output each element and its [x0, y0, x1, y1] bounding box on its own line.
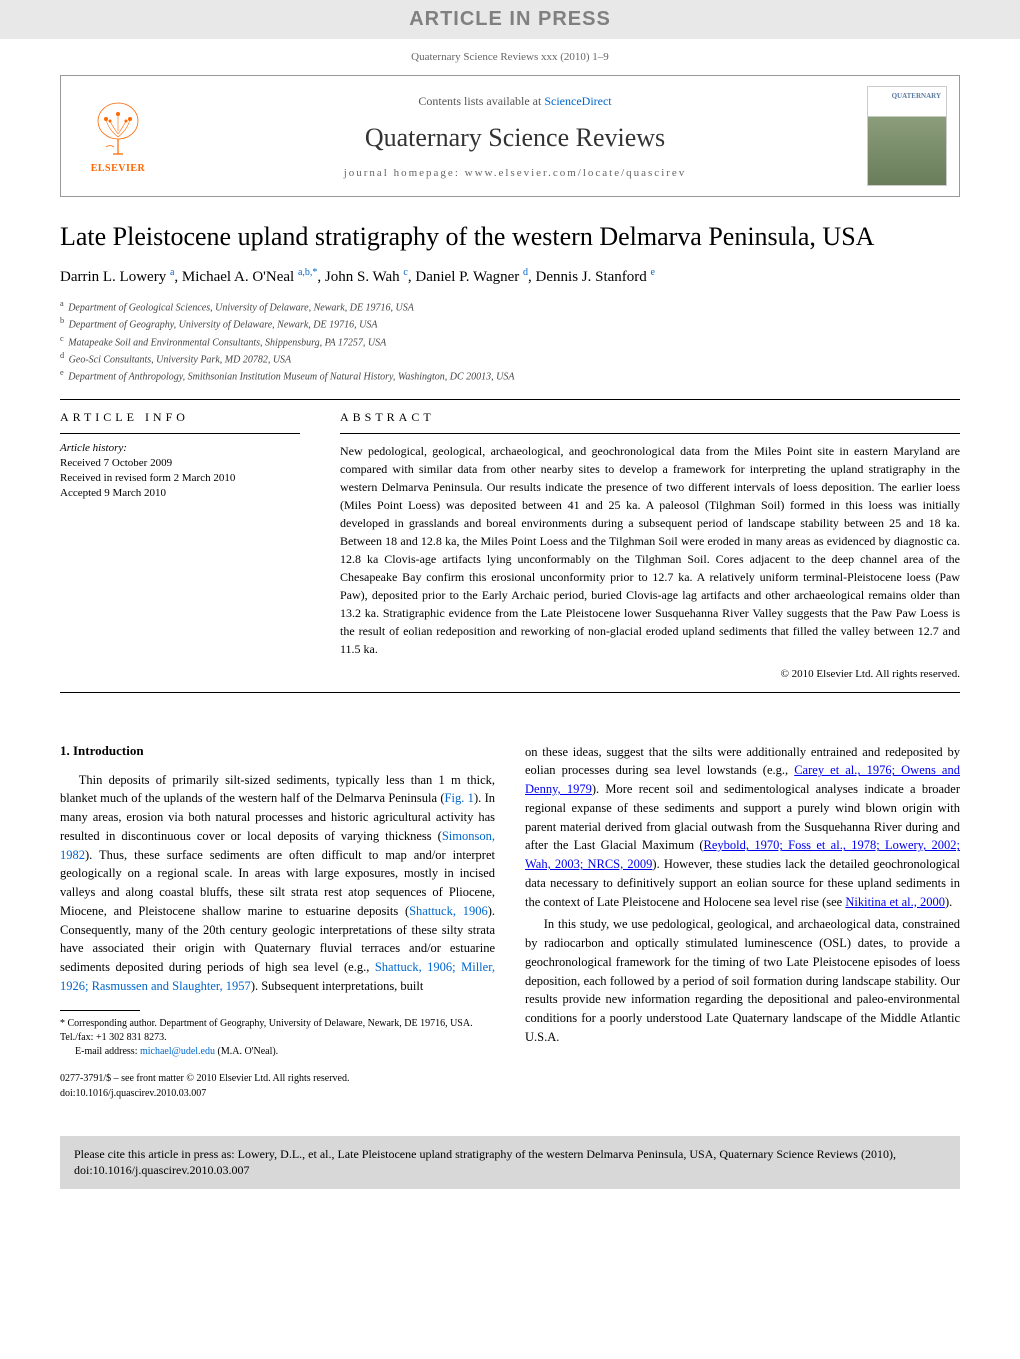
homepage-prefix: journal homepage: — [344, 167, 465, 179]
intro-para-3: In this study, we use pedological, geolo… — [525, 915, 960, 1046]
abstract-rule — [340, 433, 960, 434]
elsevier-label: ELSEVIER — [91, 163, 146, 174]
article-info-column: ARTICLE INFO Article history: Received 7… — [60, 410, 300, 680]
article-title: Late Pleistocene upland stratigraphy of … — [60, 222, 960, 252]
intro-para-2: on these ideas, suggest that the silts w… — [525, 743, 960, 912]
intro-heading: 1. Introduction — [60, 743, 495, 759]
body-columns: 1. Introduction Thin deposits of primari… — [60, 743, 960, 1101]
abstract-column: ABSTRACT New pedological, geological, ar… — [340, 410, 960, 680]
contents-line: Contents lists available at ScienceDirec… — [178, 94, 852, 109]
section-rule-top — [60, 399, 960, 400]
email-label: E-mail address: — [75, 1046, 140, 1057]
cover-thumbnail: QUATERNARY — [867, 86, 947, 186]
affiliations: a Department of Geological Sciences, Uni… — [60, 298, 960, 385]
header-box: ELSEVIER Contents lists available at Sci… — [60, 75, 960, 197]
email-link[interactable]: michael@udel.edu — [140, 1046, 215, 1057]
affiliation-line: b Department of Geography, University of… — [60, 315, 960, 332]
authors-line: Darrin L. Lowery a, Michael A. O'Neal a,… — [60, 267, 960, 286]
homepage-url: www.elsevier.com/locate/quascirev — [465, 167, 687, 179]
doi-line: doi:10.1016/j.quascirev.2010.03.007 — [60, 1086, 495, 1101]
intro-para-1: Thin deposits of primarily silt-sized se… — [60, 771, 495, 996]
history-revised: Received in revised form 2 March 2010 — [60, 471, 300, 486]
homepage-line: journal homepage: www.elsevier.com/locat… — [178, 167, 852, 179]
main-content: Quaternary Science Reviews xxx (2010) 1–… — [0, 39, 1020, 1101]
abstract-text: New pedological, geological, archaeologi… — [340, 442, 960, 658]
affiliation-line: c Matapeake Soil and Environmental Consu… — [60, 333, 960, 350]
abstract-heading: ABSTRACT — [340, 410, 960, 425]
history-label: Article history: — [60, 442, 300, 454]
contents-prefix: Contents lists available at — [418, 94, 544, 108]
journal-meta: Quaternary Science Reviews xxx (2010) 1–… — [60, 39, 960, 67]
sciencedirect-link[interactable]: ScienceDirect — [544, 94, 611, 108]
journal-cover: QUATERNARY — [867, 86, 947, 186]
right-column: on these ideas, suggest that the silts w… — [525, 743, 960, 1101]
left-column: 1. Introduction Thin deposits of primari… — [60, 743, 495, 1101]
corresponding-footnote: * Corresponding author. Department of Ge… — [60, 1017, 495, 1045]
affiliation-line: a Department of Geological Sciences, Uni… — [60, 298, 960, 315]
email-footnote: E-mail address: michael@udel.edu (M.A. O… — [60, 1045, 495, 1059]
affiliation-line: e Department of Anthropology, Smithsonia… — [60, 367, 960, 384]
p1-t5: ). Subsequent interpretations, built — [251, 979, 424, 993]
cover-label: QUATERNARY — [892, 92, 941, 100]
journal-name: Quaternary Science Reviews — [178, 123, 852, 153]
header-center: Contents lists available at ScienceDirec… — [178, 94, 852, 179]
fig1-link[interactable]: Fig. 1 — [445, 791, 474, 805]
section-rule-bottom — [60, 692, 960, 693]
elsevier-logo: ELSEVIER — [73, 99, 163, 174]
elsevier-tree-icon — [88, 99, 148, 159]
front-matter-line: 0277-3791/$ – see front matter © 2010 El… — [60, 1071, 495, 1086]
copyright-line: © 2010 Elsevier Ltd. All rights reserved… — [340, 668, 960, 680]
info-abstract-row: ARTICLE INFO Article history: Received 7… — [60, 410, 960, 680]
info-rule — [60, 433, 300, 434]
history-accepted: Accepted 9 March 2010 — [60, 486, 300, 501]
citation-box: Please cite this article in press as: Lo… — [60, 1136, 960, 1190]
affiliation-line: d Geo-Sci Consultants, University Park, … — [60, 350, 960, 367]
footnote-rule — [60, 1010, 140, 1011]
p1-t1: Thin deposits of primarily silt-sized se… — [60, 773, 495, 806]
email-suffix: (M.A. O'Neal). — [215, 1046, 278, 1057]
nikitina-link[interactable]: Nikitina et al., 2000 — [845, 895, 945, 909]
article-info-heading: ARTICLE INFO — [60, 410, 300, 425]
watermark-bar: ARTICLE IN PRESS — [0, 0, 1020, 39]
shattuck-link[interactable]: Shattuck, 1906 — [409, 904, 488, 918]
history-received: Received 7 October 2009 — [60, 456, 300, 471]
p2-t4: ). — [945, 895, 952, 909]
